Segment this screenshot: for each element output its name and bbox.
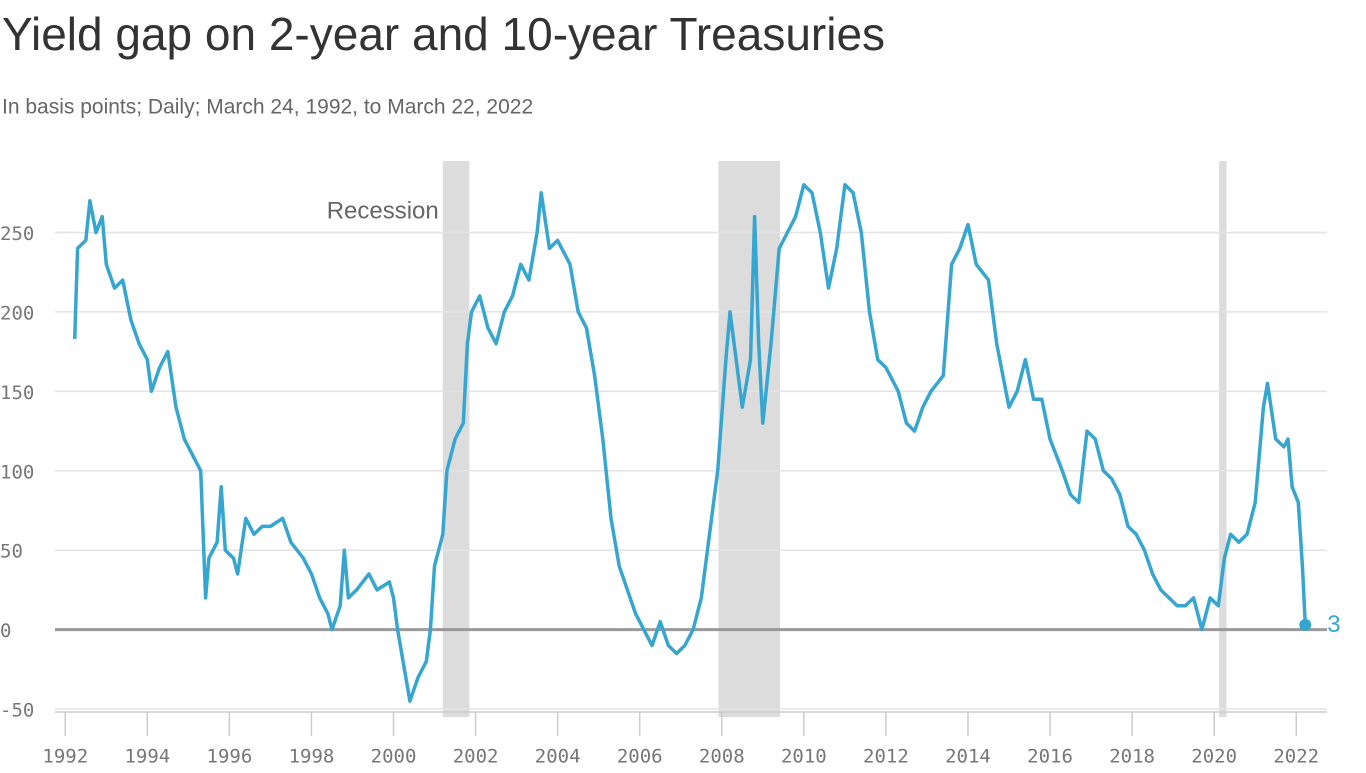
y-tick-label: 100 xyxy=(0,461,34,483)
x-tick-label: 2020 xyxy=(1191,746,1237,768)
end-point xyxy=(1299,618,1312,631)
chart-subtitle: In basis points; Daily; March 24, 1992, … xyxy=(2,96,533,119)
y-tick-label: 250 xyxy=(0,223,34,245)
x-tick-label: 1994 xyxy=(124,746,170,768)
end-label: 3 xyxy=(1327,611,1340,638)
x-tick-label: 2016 xyxy=(1027,746,1073,768)
recession-band xyxy=(1219,161,1227,717)
x-tick-label: 2002 xyxy=(453,746,499,768)
y-tick-label: 200 xyxy=(0,302,34,324)
x-tick-label: 1998 xyxy=(289,746,335,768)
x-tick-label: 1992 xyxy=(42,746,88,768)
x-tick-label: 2006 xyxy=(617,746,663,768)
x-tick-label: 2010 xyxy=(781,746,827,768)
x-tick-label: 1996 xyxy=(207,746,253,768)
x-tick-label: 2004 xyxy=(535,746,581,768)
y-tick-label: 150 xyxy=(0,382,34,404)
x-tick-label: 2022 xyxy=(1273,746,1319,768)
x-tick-label: 2018 xyxy=(1109,746,1155,768)
x-tick-label: 2014 xyxy=(945,746,991,768)
x-tick-label: 2008 xyxy=(699,746,745,768)
y-tick-label: 50 xyxy=(0,541,23,563)
recession-band xyxy=(718,161,781,717)
x-tick-label: 2012 xyxy=(863,746,909,768)
y-tick-label: -50 xyxy=(0,700,34,722)
chart-title: Yield gap on 2-year and 10-year Treasuri… xyxy=(2,8,885,60)
data-line xyxy=(72,183,1308,703)
y-tick-label: 0 xyxy=(0,620,11,642)
x-tick-label: 2000 xyxy=(371,746,417,768)
annotation: Recession xyxy=(327,197,439,224)
